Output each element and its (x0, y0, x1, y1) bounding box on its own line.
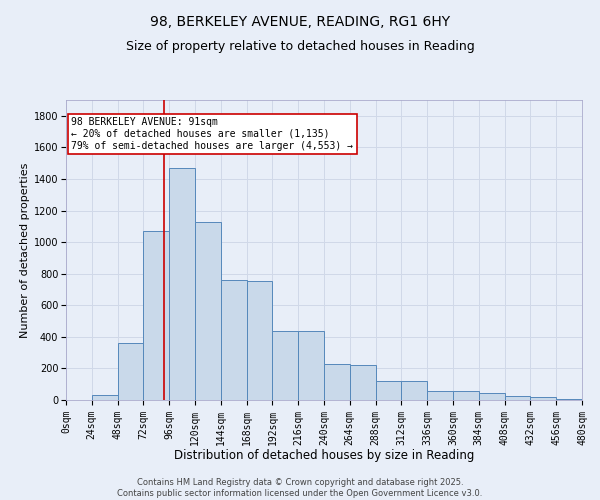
Bar (118, 343, 143, 400)
Bar (92, 396, 118, 400)
Bar (453, 392, 479, 400)
Bar (427, 390, 453, 400)
Text: 98, BERKELEY AVENUE, READING, RG1 6HY: 98, BERKELEY AVENUE, READING, RG1 6HY (150, 15, 450, 29)
Y-axis label: Number of detached properties: Number of detached properties (20, 162, 29, 338)
Bar (247, 281, 272, 400)
Bar (376, 381, 401, 400)
Bar (324, 364, 350, 400)
Text: Size of property relative to detached houses in Reading: Size of property relative to detached ho… (125, 40, 475, 53)
Bar (298, 332, 324, 400)
Bar (350, 366, 376, 400)
Bar (221, 280, 247, 400)
Bar (556, 399, 582, 400)
Bar (169, 168, 195, 400)
X-axis label: Distribution of detached houses by size in Reading: Distribution of detached houses by size … (174, 449, 474, 462)
Bar (195, 222, 221, 400)
Bar (401, 382, 427, 400)
Bar (143, 231, 169, 400)
Text: Contains HM Land Registry data © Crown copyright and database right 2025.
Contai: Contains HM Land Registry data © Crown c… (118, 478, 482, 498)
Bar (272, 330, 298, 400)
Bar (505, 396, 530, 400)
Bar (530, 397, 556, 400)
Text: 98 BERKELEY AVENUE: 91sqm
← 20% of detached houses are smaller (1,135)
79% of se: 98 BERKELEY AVENUE: 91sqm ← 20% of detac… (71, 118, 353, 150)
Bar (479, 393, 505, 400)
